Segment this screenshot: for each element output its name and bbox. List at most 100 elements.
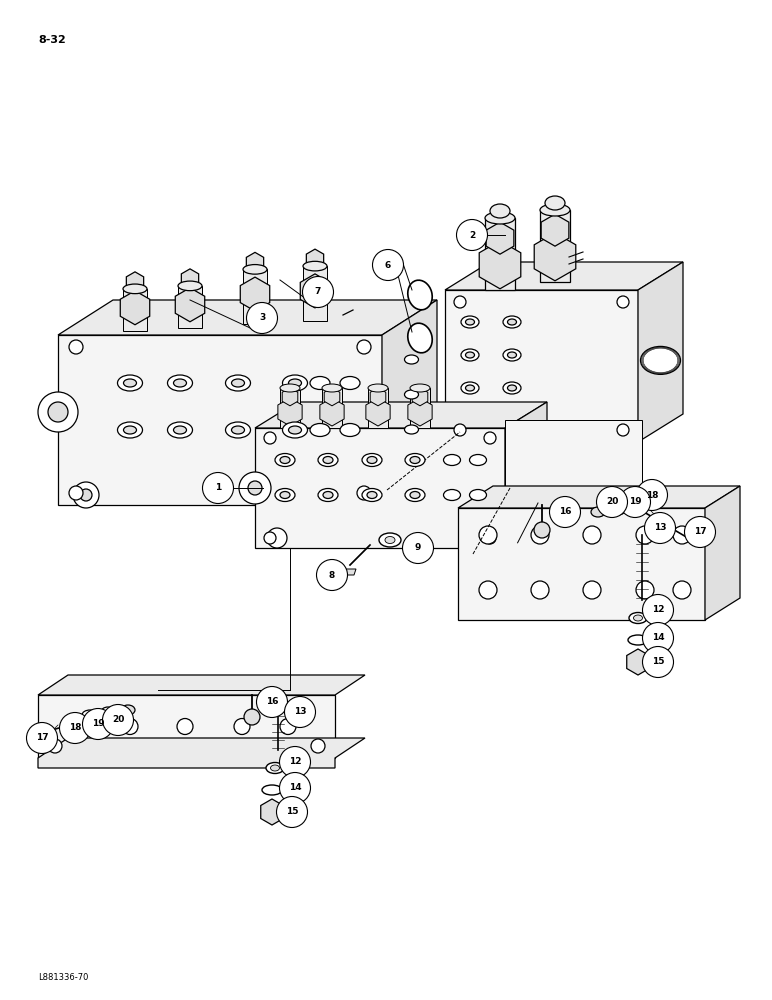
Ellipse shape xyxy=(405,425,418,434)
Ellipse shape xyxy=(225,422,250,438)
Ellipse shape xyxy=(405,488,425,502)
Text: L881336-70: L881336-70 xyxy=(38,974,88,982)
Ellipse shape xyxy=(443,489,461,500)
Polygon shape xyxy=(58,335,382,505)
Polygon shape xyxy=(300,274,330,308)
Ellipse shape xyxy=(310,376,330,389)
Circle shape xyxy=(673,526,691,544)
Circle shape xyxy=(202,473,233,504)
Ellipse shape xyxy=(168,422,192,438)
Text: 16: 16 xyxy=(559,508,571,516)
Text: 16: 16 xyxy=(266,698,278,706)
Polygon shape xyxy=(324,388,340,406)
Polygon shape xyxy=(368,388,388,428)
Circle shape xyxy=(38,392,78,432)
Circle shape xyxy=(73,482,99,508)
Ellipse shape xyxy=(466,352,475,358)
Ellipse shape xyxy=(340,424,360,436)
Polygon shape xyxy=(306,249,323,269)
Polygon shape xyxy=(243,269,267,324)
Circle shape xyxy=(276,796,307,828)
Ellipse shape xyxy=(275,488,295,502)
Ellipse shape xyxy=(322,384,342,392)
Polygon shape xyxy=(175,288,205,322)
Ellipse shape xyxy=(101,707,115,717)
Ellipse shape xyxy=(262,785,282,795)
Ellipse shape xyxy=(232,426,245,434)
Polygon shape xyxy=(479,241,521,289)
Polygon shape xyxy=(38,738,365,768)
Circle shape xyxy=(642,622,673,654)
Circle shape xyxy=(636,480,668,510)
Ellipse shape xyxy=(318,454,338,466)
Ellipse shape xyxy=(174,379,187,387)
Polygon shape xyxy=(178,286,202,328)
Circle shape xyxy=(357,340,371,354)
Circle shape xyxy=(48,739,62,753)
Text: 9: 9 xyxy=(415,544,422,552)
Polygon shape xyxy=(240,277,269,311)
Ellipse shape xyxy=(368,384,388,392)
Ellipse shape xyxy=(367,456,377,464)
Circle shape xyxy=(531,581,549,599)
Circle shape xyxy=(597,487,628,518)
Ellipse shape xyxy=(362,488,382,502)
Circle shape xyxy=(103,704,134,736)
Ellipse shape xyxy=(405,390,418,399)
Circle shape xyxy=(279,746,310,778)
Text: 19: 19 xyxy=(628,497,642,506)
Ellipse shape xyxy=(461,316,479,328)
Polygon shape xyxy=(123,289,147,331)
Ellipse shape xyxy=(323,456,333,464)
Text: 20: 20 xyxy=(112,716,124,724)
Ellipse shape xyxy=(82,710,98,720)
Ellipse shape xyxy=(507,319,516,325)
Polygon shape xyxy=(410,388,430,428)
Ellipse shape xyxy=(410,384,430,392)
Polygon shape xyxy=(638,262,683,442)
Ellipse shape xyxy=(243,265,267,274)
Polygon shape xyxy=(303,266,327,321)
Circle shape xyxy=(402,532,434,564)
Polygon shape xyxy=(181,269,198,289)
Polygon shape xyxy=(322,388,342,428)
Ellipse shape xyxy=(628,635,648,645)
Polygon shape xyxy=(127,272,144,292)
Ellipse shape xyxy=(408,280,432,310)
Ellipse shape xyxy=(629,612,647,624)
Circle shape xyxy=(456,220,487,250)
Circle shape xyxy=(267,528,287,548)
Polygon shape xyxy=(38,695,335,758)
Circle shape xyxy=(373,249,404,280)
Circle shape xyxy=(246,302,277,334)
Circle shape xyxy=(285,696,316,728)
Ellipse shape xyxy=(225,375,250,391)
Circle shape xyxy=(244,709,260,725)
Polygon shape xyxy=(371,388,386,406)
Ellipse shape xyxy=(469,454,486,466)
Text: 7: 7 xyxy=(315,288,321,296)
Text: 12: 12 xyxy=(289,758,301,766)
Polygon shape xyxy=(505,402,547,548)
Ellipse shape xyxy=(117,422,143,438)
Polygon shape xyxy=(505,420,642,556)
Ellipse shape xyxy=(318,488,338,502)
Ellipse shape xyxy=(362,454,382,466)
Ellipse shape xyxy=(461,382,479,394)
Ellipse shape xyxy=(310,424,330,436)
Circle shape xyxy=(80,489,92,501)
Circle shape xyxy=(264,532,276,544)
Ellipse shape xyxy=(280,384,300,392)
Circle shape xyxy=(479,526,497,544)
Polygon shape xyxy=(445,262,683,290)
Text: 15: 15 xyxy=(652,658,664,666)
Text: 8-32: 8-32 xyxy=(38,35,66,45)
Ellipse shape xyxy=(410,491,420,498)
Ellipse shape xyxy=(232,379,245,387)
Circle shape xyxy=(534,522,550,538)
Text: 17: 17 xyxy=(694,528,706,536)
Polygon shape xyxy=(408,398,432,426)
Ellipse shape xyxy=(178,281,202,291)
Circle shape xyxy=(645,512,676,544)
Ellipse shape xyxy=(280,491,290,498)
